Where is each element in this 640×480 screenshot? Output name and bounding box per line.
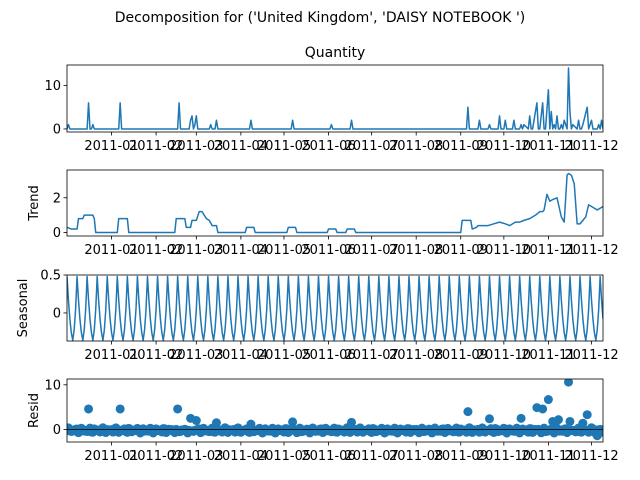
- resid-point: [582, 410, 592, 420]
- x-tick-label: 2011-10: [477, 243, 531, 258]
- x-tick-label: 2011-08: [389, 348, 443, 363]
- resid-point: [578, 418, 588, 428]
- y-tick-label: 10: [44, 79, 61, 94]
- x-tick-label: 2011-01: [84, 348, 138, 363]
- x-tick-label: 2011-12: [564, 449, 618, 464]
- x-tick-label: 2011-03: [169, 449, 223, 464]
- x-tick-label: 2011-10: [477, 348, 531, 363]
- x-tick-label: 2011-04: [214, 243, 268, 258]
- y-tick-label: 2: [53, 191, 61, 206]
- x-tick-label: 2011-08: [389, 449, 443, 464]
- plot-area: [67, 379, 603, 441]
- seasonal-line: [67, 275, 603, 341]
- x-tick-label: 2011-06: [301, 243, 355, 258]
- plot-area: [67, 172, 603, 234]
- x-tick-label: 2011-09: [434, 243, 488, 258]
- x-tick-label: 2011-08: [389, 243, 443, 258]
- y-axis-label: Seasonal: [16, 279, 31, 338]
- plot-area: [67, 67, 603, 130]
- subplot-panels: 0102011-012011-022011-032011-042011-0520…: [16, 45, 619, 464]
- x-tick-label: 2011-04: [214, 449, 268, 464]
- x-tick-label: 2011-05: [257, 348, 311, 363]
- x-tick-label: 2011-07: [344, 449, 398, 464]
- resid-point: [84, 404, 94, 414]
- resid-point: [246, 419, 256, 429]
- resid-point: [543, 395, 553, 405]
- x-tick-label: 2011-05: [257, 139, 311, 154]
- resid-point: [173, 404, 183, 414]
- resid-point: [565, 416, 575, 426]
- x-tick-label: 2011-12: [564, 243, 618, 258]
- y-axis-label: Trend: [27, 185, 42, 222]
- x-tick-label: 2011-03: [169, 243, 223, 258]
- x-tick-label: 2011-02: [129, 348, 183, 363]
- subplot-3: 0.502011-012011-022011-032011-042011-052…: [16, 269, 619, 364]
- resid-point: [211, 418, 221, 428]
- y-tick-label: 0: [53, 122, 61, 137]
- x-tick-label: 2011-06: [301, 139, 355, 154]
- plot-area: [67, 275, 603, 341]
- y-tick-label: 0: [53, 423, 61, 438]
- resid-point: [484, 414, 494, 424]
- x-tick-label: 2011-11: [521, 348, 575, 363]
- x-tick-label: 2011-12: [564, 139, 618, 154]
- axes-frame: [66, 169, 604, 237]
- x-tick-label: 2011-02: [129, 449, 183, 464]
- x-tick-label: 2011-04: [214, 139, 268, 154]
- x-tick-label: 2011-09: [434, 449, 488, 464]
- x-tick-label: 2011-12: [564, 348, 618, 363]
- subplot-title: Quantity: [305, 45, 366, 61]
- x-tick-label: 2011-11: [521, 139, 575, 154]
- x-tick-label: 2011-03: [169, 139, 223, 154]
- x-tick-label: 2011-07: [344, 139, 398, 154]
- x-tick-label: 2011-06: [301, 348, 355, 363]
- resid-point: [288, 417, 298, 427]
- resid-point: [516, 413, 526, 423]
- x-tick-label: 2011-11: [521, 449, 575, 464]
- x-tick-label: 2011-02: [129, 243, 183, 258]
- x-tick-label: 2011-11: [521, 243, 575, 258]
- x-tick-label: 2011-07: [344, 243, 398, 258]
- resid-point: [347, 417, 357, 427]
- x-tick-label: 2011-07: [344, 348, 398, 363]
- subplot-1: 0102011-012011-022011-032011-042011-0520…: [44, 45, 618, 154]
- x-tick-label: 2011-05: [257, 243, 311, 258]
- x-tick-label: 2011-01: [84, 139, 138, 154]
- x-tick-label: 2011-01: [84, 449, 138, 464]
- x-tick-label: 2011-06: [301, 449, 355, 464]
- axes-frame: [66, 378, 604, 443]
- subplot-2: 022011-012011-022011-032011-042011-05201…: [27, 169, 619, 258]
- x-tick-label: 2011-01: [84, 243, 138, 258]
- resid-point: [564, 379, 574, 387]
- x-tick-label: 2011-05: [257, 449, 311, 464]
- x-tick-label: 2011-02: [129, 139, 183, 154]
- x-tick-label: 2011-04: [214, 348, 268, 363]
- resid-point: [463, 407, 473, 417]
- x-tick-label: 2011-09: [434, 348, 488, 363]
- y-tick-label: 10: [44, 378, 61, 393]
- x-tick-label: 2011-09: [434, 139, 488, 154]
- x-tick-label: 2011-03: [169, 348, 223, 363]
- y-tick-label: 0.5: [40, 269, 61, 284]
- resid-point: [115, 404, 125, 414]
- x-tick-label: 2011-10: [477, 139, 531, 154]
- series-line-1: [67, 67, 603, 130]
- resid-point: [553, 415, 563, 425]
- subplot-4: 0102011-012011-022011-032011-042011-0520…: [27, 378, 619, 464]
- axes-frame: [66, 64, 604, 133]
- series-line-1: [67, 172, 603, 234]
- y-tick-label: 0: [53, 306, 61, 321]
- x-tick-label: 2011-10: [477, 449, 531, 464]
- y-tick-label: 0: [53, 226, 61, 241]
- resid-point: [592, 431, 602, 441]
- axes-frame: [66, 274, 604, 342]
- resid-point: [191, 416, 201, 426]
- y-axis-label: Resid: [27, 393, 42, 428]
- figure-suptitle: Decomposition for ('United Kingdom', 'DA…: [115, 10, 526, 26]
- resid-point: [538, 404, 548, 414]
- x-tick-label: 2011-08: [389, 139, 443, 154]
